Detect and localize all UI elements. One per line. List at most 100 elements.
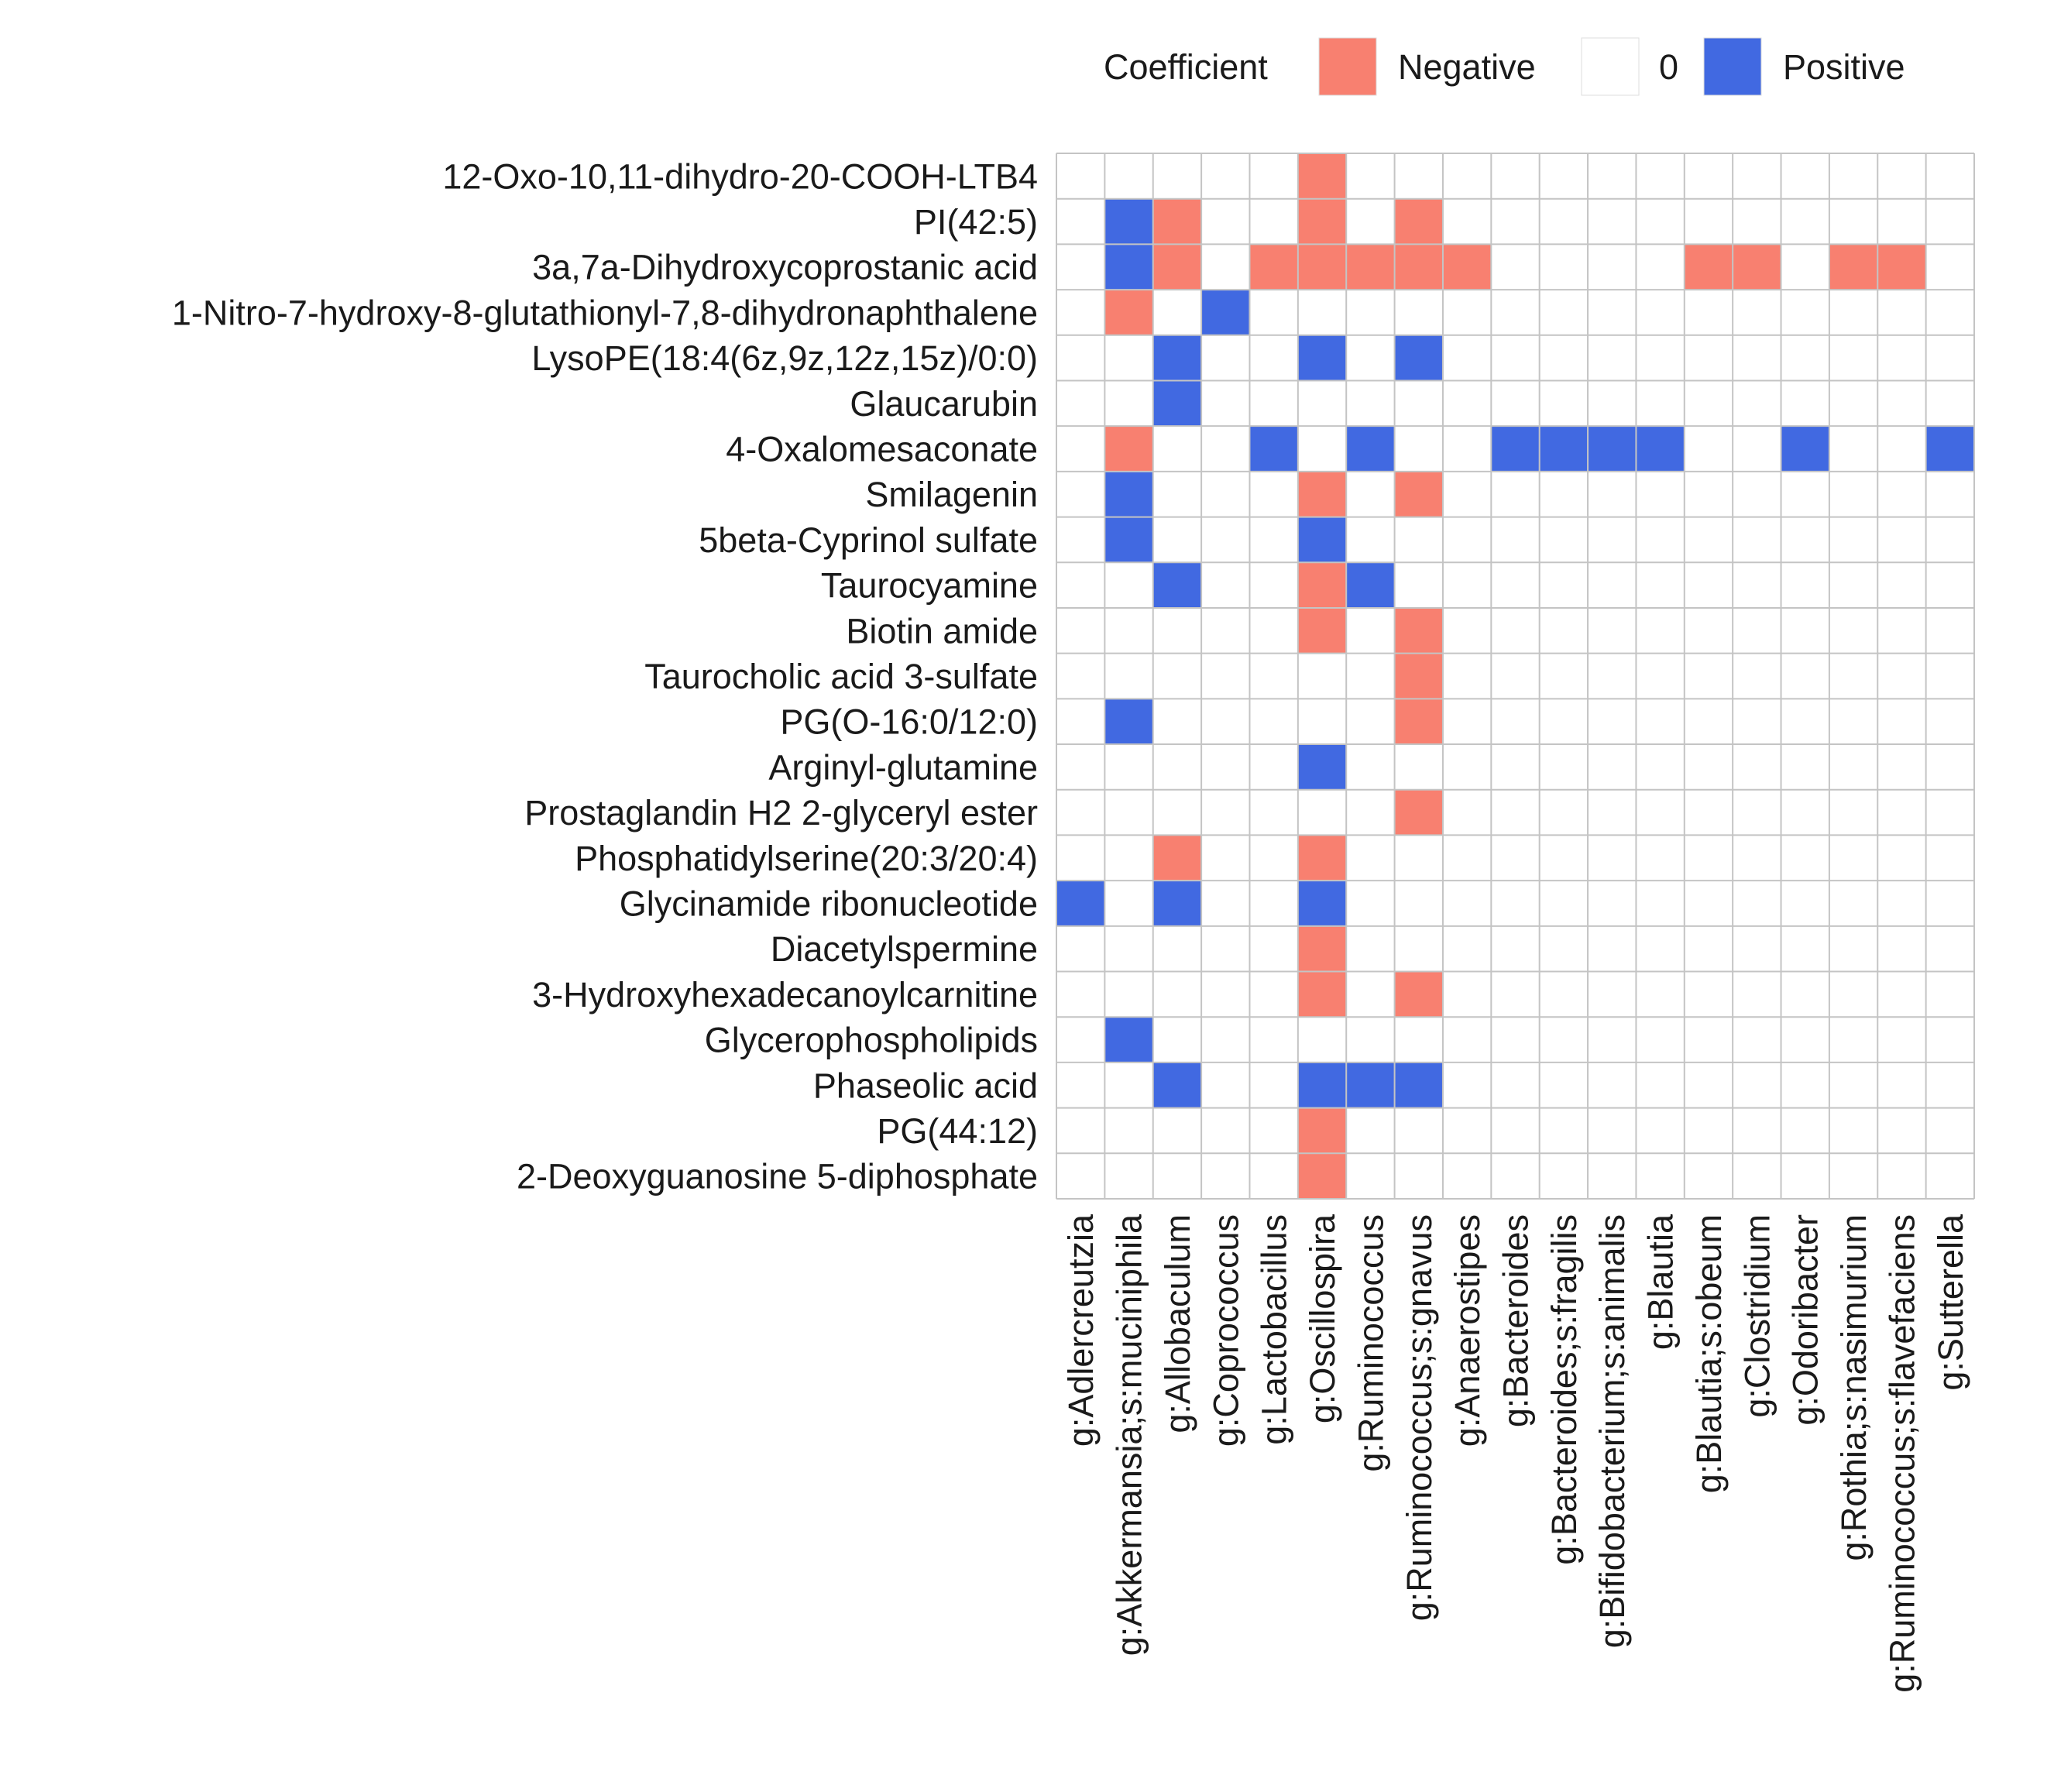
heatmap-cell bbox=[1588, 517, 1637, 563]
heatmap-cell bbox=[1104, 198, 1153, 245]
heatmap-cell bbox=[1684, 653, 1733, 699]
heatmap-cell bbox=[1733, 244, 1781, 290]
heatmap-cell bbox=[1297, 335, 1347, 381]
heatmap-cell bbox=[1201, 971, 1250, 1018]
heatmap-cell bbox=[1588, 835, 1637, 881]
heatmap-cell bbox=[1346, 653, 1395, 699]
heatmap-cell bbox=[1877, 1017, 1926, 1062]
heatmap-cell bbox=[1442, 1017, 1492, 1062]
heatmap-cell bbox=[1925, 653, 1974, 699]
heatmap-cell bbox=[1346, 744, 1395, 790]
legend-label-zero: 0 bbox=[1659, 47, 1678, 87]
heatmap-cell bbox=[1346, 380, 1395, 427]
column-labels: g:Adlercreutzia g:Akkermansia;s:muciniphi… bbox=[1061, 1214, 1970, 1693]
column-label: g:Sutterella bbox=[1931, 1214, 1970, 1391]
heatmap-cell bbox=[1249, 1062, 1298, 1108]
heatmap-cell bbox=[1152, 153, 1202, 199]
heatmap-cell bbox=[1733, 290, 1781, 335]
heatmap-cell bbox=[1781, 699, 1829, 745]
heatmap-cell bbox=[1925, 1017, 1974, 1062]
heatmap-cell bbox=[1829, 1153, 1878, 1199]
heatmap-cell bbox=[1877, 881, 1926, 926]
column-label: g:Bacteroides;s:fragilis bbox=[1544, 1214, 1584, 1565]
row-label: 4-Oxalomesaconate bbox=[726, 430, 1038, 469]
heatmap-cell bbox=[1588, 971, 1637, 1018]
heatmap-cell bbox=[1491, 971, 1540, 1018]
column-label: g:Blautia bbox=[1641, 1214, 1681, 1350]
row-label: PG(O-16:0/12:0) bbox=[780, 702, 1038, 742]
heatmap-cell bbox=[1297, 699, 1347, 745]
heatmap-cell bbox=[1104, 471, 1153, 517]
column-label: g:Bifidobacterium;s:animalis bbox=[1592, 1214, 1632, 1648]
heatmap-cell bbox=[1249, 244, 1298, 290]
heatmap-cell bbox=[1733, 335, 1781, 381]
heatmap-cell bbox=[1297, 971, 1347, 1018]
heatmap-cell bbox=[1394, 290, 1443, 335]
heatmap-cell bbox=[1442, 198, 1492, 245]
heatmap-cell bbox=[1152, 335, 1202, 381]
row-label: Prostaglandin H2 2-glyceryl ester bbox=[524, 793, 1038, 832]
heatmap-cell bbox=[1104, 971, 1153, 1018]
heatmap-cell bbox=[1249, 744, 1298, 790]
heatmap-cell bbox=[1636, 426, 1685, 472]
heatmap-cell bbox=[1249, 925, 1298, 972]
heatmap-cell bbox=[1346, 789, 1395, 836]
heatmap-cell bbox=[1152, 744, 1202, 790]
heatmap-cell bbox=[1346, 335, 1395, 381]
heatmap-cell bbox=[1297, 1107, 1347, 1154]
heatmap-cell bbox=[1442, 925, 1492, 972]
heatmap-cell bbox=[1588, 153, 1637, 199]
row-label: Smilagenin bbox=[865, 475, 1038, 514]
heatmap-cell bbox=[1152, 835, 1202, 881]
legend-label-positive: Positive bbox=[1783, 47, 1905, 87]
column-label: g:Akkermansia;s:muciniphila bbox=[1110, 1214, 1149, 1656]
legend-swatch-positive bbox=[1703, 37, 1762, 96]
heatmap-cell bbox=[1491, 1062, 1540, 1108]
heatmap-cell bbox=[1636, 971, 1685, 1018]
heatmap-cell bbox=[1539, 198, 1589, 245]
heatmap-cell bbox=[1056, 517, 1105, 563]
heatmap-cell bbox=[1636, 699, 1685, 745]
heatmap-cell bbox=[1297, 244, 1347, 290]
heatmap-cell bbox=[1442, 835, 1492, 881]
heatmap-cell bbox=[1104, 1017, 1153, 1062]
heatmap-cell bbox=[1056, 1107, 1105, 1154]
heatmap-cell bbox=[1877, 607, 1926, 654]
heatmap-cell bbox=[1104, 789, 1153, 836]
heatmap-cell bbox=[1249, 517, 1298, 563]
heatmap-cell bbox=[1925, 471, 1974, 517]
heatmap-cell bbox=[1539, 1107, 1589, 1154]
heatmap-cell bbox=[1684, 562, 1733, 608]
heatmap-cell bbox=[1539, 1153, 1589, 1199]
heatmap-cell bbox=[1152, 699, 1202, 745]
heatmap-cell bbox=[1491, 789, 1540, 836]
heatmap-cell bbox=[1781, 653, 1829, 699]
heatmap-cell bbox=[1829, 426, 1878, 472]
heatmap-cell bbox=[1636, 517, 1685, 563]
heatmap-cell bbox=[1877, 971, 1926, 1018]
heatmap-cell bbox=[1684, 1107, 1733, 1154]
heatmap-cell bbox=[1152, 1153, 1202, 1199]
heatmap-cell bbox=[1249, 562, 1298, 608]
heatmap-cell bbox=[1346, 244, 1395, 290]
heatmap-cell bbox=[1394, 380, 1443, 427]
heatmap-cell bbox=[1249, 290, 1298, 335]
heatmap-cell bbox=[1733, 744, 1781, 790]
heatmap-cell bbox=[1442, 380, 1492, 427]
heatmap-cell bbox=[1491, 744, 1540, 790]
heatmap-cell bbox=[1539, 426, 1589, 472]
heatmap-cell bbox=[1588, 1062, 1637, 1108]
heatmap-cell bbox=[1346, 471, 1395, 517]
heatmap-cell bbox=[1925, 699, 1974, 745]
heatmap-cell bbox=[1539, 653, 1589, 699]
heatmap-cell bbox=[1152, 881, 1202, 926]
heatmap-cell bbox=[1249, 198, 1298, 245]
heatmap-cell bbox=[1104, 699, 1153, 745]
heatmap-cell bbox=[1733, 1153, 1781, 1199]
heatmap-cell bbox=[1104, 607, 1153, 654]
heatmap-cell bbox=[1781, 607, 1829, 654]
heatmap-cell bbox=[1733, 471, 1781, 517]
heatmap-cell bbox=[1491, 835, 1540, 881]
row-label: PG(44:12) bbox=[877, 1111, 1038, 1151]
heatmap-cell bbox=[1201, 290, 1250, 335]
